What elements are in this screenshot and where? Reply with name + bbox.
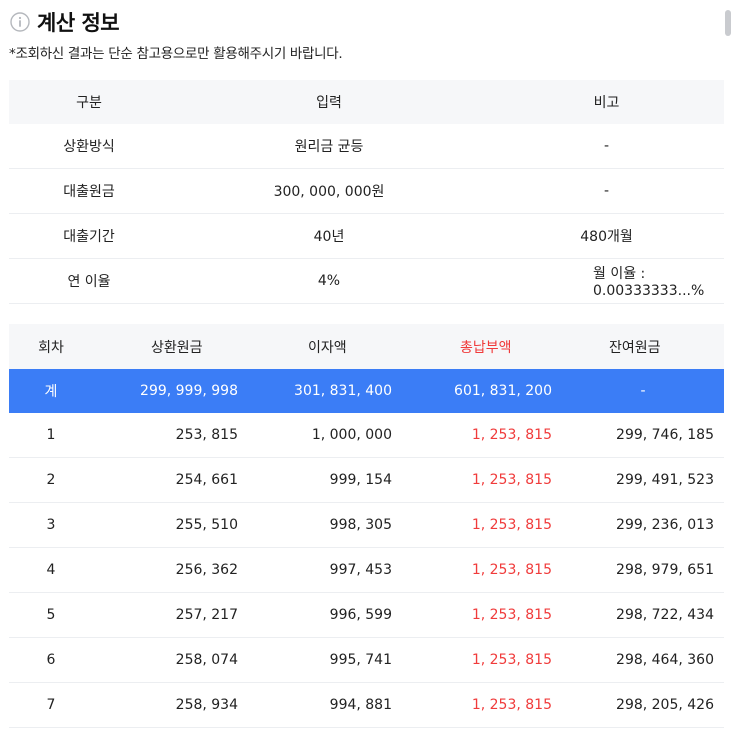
interest-cell: 998, 305 xyxy=(248,502,402,548)
balance-cell: 299, 491, 523 xyxy=(562,457,724,503)
header-remaining-principal: 잔여원금 xyxy=(562,324,724,369)
principal-cell: 257, 217 xyxy=(93,592,248,638)
info-value: 4% xyxy=(169,258,489,304)
loan-info-table: 구분 입력 비고 상환방식 원리금 균등 - 대출원금 300, 000, 00… xyxy=(9,80,724,304)
total-label: 계 xyxy=(9,369,93,413)
info-value: 40년 xyxy=(169,213,489,259)
round-cell: 6 xyxy=(9,637,93,683)
interest-cell: 994, 881 xyxy=(248,682,402,728)
info-note: - xyxy=(489,124,724,169)
interest-cell: 999, 154 xyxy=(248,457,402,503)
payment-cell: 1, 253, 815 xyxy=(402,637,562,683)
total-principal: 299, 999, 998 xyxy=(93,369,248,413)
header-total-payment: 총납부액 xyxy=(402,324,562,369)
header-input: 입력 xyxy=(169,80,489,124)
interest-cell: 995, 741 xyxy=(248,637,402,683)
balance-cell: 298, 464, 360 xyxy=(562,637,724,683)
principal-cell: 255, 510 xyxy=(93,502,248,548)
header-principal: 상환원금 xyxy=(93,324,248,369)
table-row: 4 256, 362 997, 453 1, 253, 815 298, 979… xyxy=(9,547,724,593)
header-round: 회차 xyxy=(9,324,93,369)
payment-cell: 1, 253, 815 xyxy=(402,592,562,638)
balance-cell: 298, 979, 651 xyxy=(562,547,724,593)
total-interest: 301, 831, 400 xyxy=(248,369,402,413)
balance-cell: 299, 236, 013 xyxy=(562,502,724,548)
round-cell: 2 xyxy=(9,457,93,503)
info-label: 상환방식 xyxy=(9,124,169,169)
info-row-loan-principal: 대출원금 300, 000, 000원 - xyxy=(9,168,724,214)
round-cell: 4 xyxy=(9,547,93,593)
principal-cell: 254, 661 xyxy=(93,457,248,503)
info-note: 480개월 xyxy=(489,213,724,259)
round-cell: 5 xyxy=(9,592,93,638)
info-note: - xyxy=(489,168,724,214)
info-value: 300, 000, 000원 xyxy=(169,168,489,214)
repayment-schedule-table: 회차 상환원금 이자액 총납부액 잔여원금 계 299, 999, 998 30… xyxy=(9,324,724,728)
scroll-fade xyxy=(0,742,736,756)
table-row: 7 258, 934 994, 881 1, 253, 815 298, 205… xyxy=(9,682,724,728)
info-label: 대출기간 xyxy=(9,213,169,259)
balance-cell: 298, 205, 426 xyxy=(562,682,724,728)
table-row: 6 258, 074 995, 741 1, 253, 815 298, 464… xyxy=(9,637,724,683)
info-value: 원리금 균등 xyxy=(169,124,489,169)
header-note: 비고 xyxy=(489,80,724,124)
total-payment: 601, 831, 200 xyxy=(402,369,562,413)
info-row-repayment-method: 상환방식 원리금 균등 - xyxy=(9,124,724,169)
interest-cell: 996, 599 xyxy=(248,592,402,638)
payment-cell: 1, 253, 815 xyxy=(402,457,562,503)
round-cell: 7 xyxy=(9,682,93,728)
table-row: 3 255, 510 998, 305 1, 253, 815 299, 236… xyxy=(9,502,724,548)
info-note: 월 이율 : 0.00333333...% xyxy=(489,258,724,304)
info-row-loan-period: 대출기간 40년 480개월 xyxy=(9,213,724,259)
page-title: 계산 정보 xyxy=(37,11,120,35)
table-row: 1 253, 815 1, 000, 000 1, 253, 815 299, … xyxy=(9,413,724,458)
payment-cell: 1, 253, 815 xyxy=(402,413,562,458)
balance-cell: 299, 746, 185 xyxy=(562,413,724,458)
info-label: 대출원금 xyxy=(9,168,169,214)
principal-cell: 256, 362 xyxy=(93,547,248,593)
schedule-header: 회차 상환원금 이자액 총납부액 잔여원금 xyxy=(9,324,724,369)
table-row: 2 254, 661 999, 154 1, 253, 815 299, 491… xyxy=(9,457,724,503)
scrollbar-thumb[interactable] xyxy=(725,10,731,36)
interest-cell: 1, 000, 000 xyxy=(248,413,402,458)
principal-cell: 258, 934 xyxy=(93,682,248,728)
section-header: 계산 정보 xyxy=(10,8,120,36)
info-label: 연 이율 xyxy=(9,258,169,304)
round-cell: 1 xyxy=(9,413,93,458)
principal-cell: 253, 815 xyxy=(93,413,248,458)
balance-cell: 298, 722, 434 xyxy=(562,592,724,638)
info-row-annual-rate: 연 이율 4% 월 이율 : 0.00333333...% xyxy=(9,258,724,304)
info-icon xyxy=(10,12,30,32)
round-cell: 3 xyxy=(9,502,93,548)
header-interest: 이자액 xyxy=(248,324,402,369)
table-row: 5 257, 217 996, 599 1, 253, 815 298, 722… xyxy=(9,592,724,638)
payment-cell: 1, 253, 815 xyxy=(402,547,562,593)
principal-cell: 258, 074 xyxy=(93,637,248,683)
info-table-header: 구분 입력 비고 xyxy=(9,80,724,124)
payment-cell: 1, 253, 815 xyxy=(402,682,562,728)
header-category: 구분 xyxy=(9,80,169,124)
payment-cell: 1, 253, 815 xyxy=(402,502,562,548)
total-balance: - xyxy=(562,369,724,413)
total-row: 계 299, 999, 998 301, 831, 400 601, 831, … xyxy=(9,369,724,413)
interest-cell: 997, 453 xyxy=(248,547,402,593)
disclaimer-text: *조회하신 결과는 단순 참고용으로만 활용해주시기 바랍니다. xyxy=(9,46,343,62)
